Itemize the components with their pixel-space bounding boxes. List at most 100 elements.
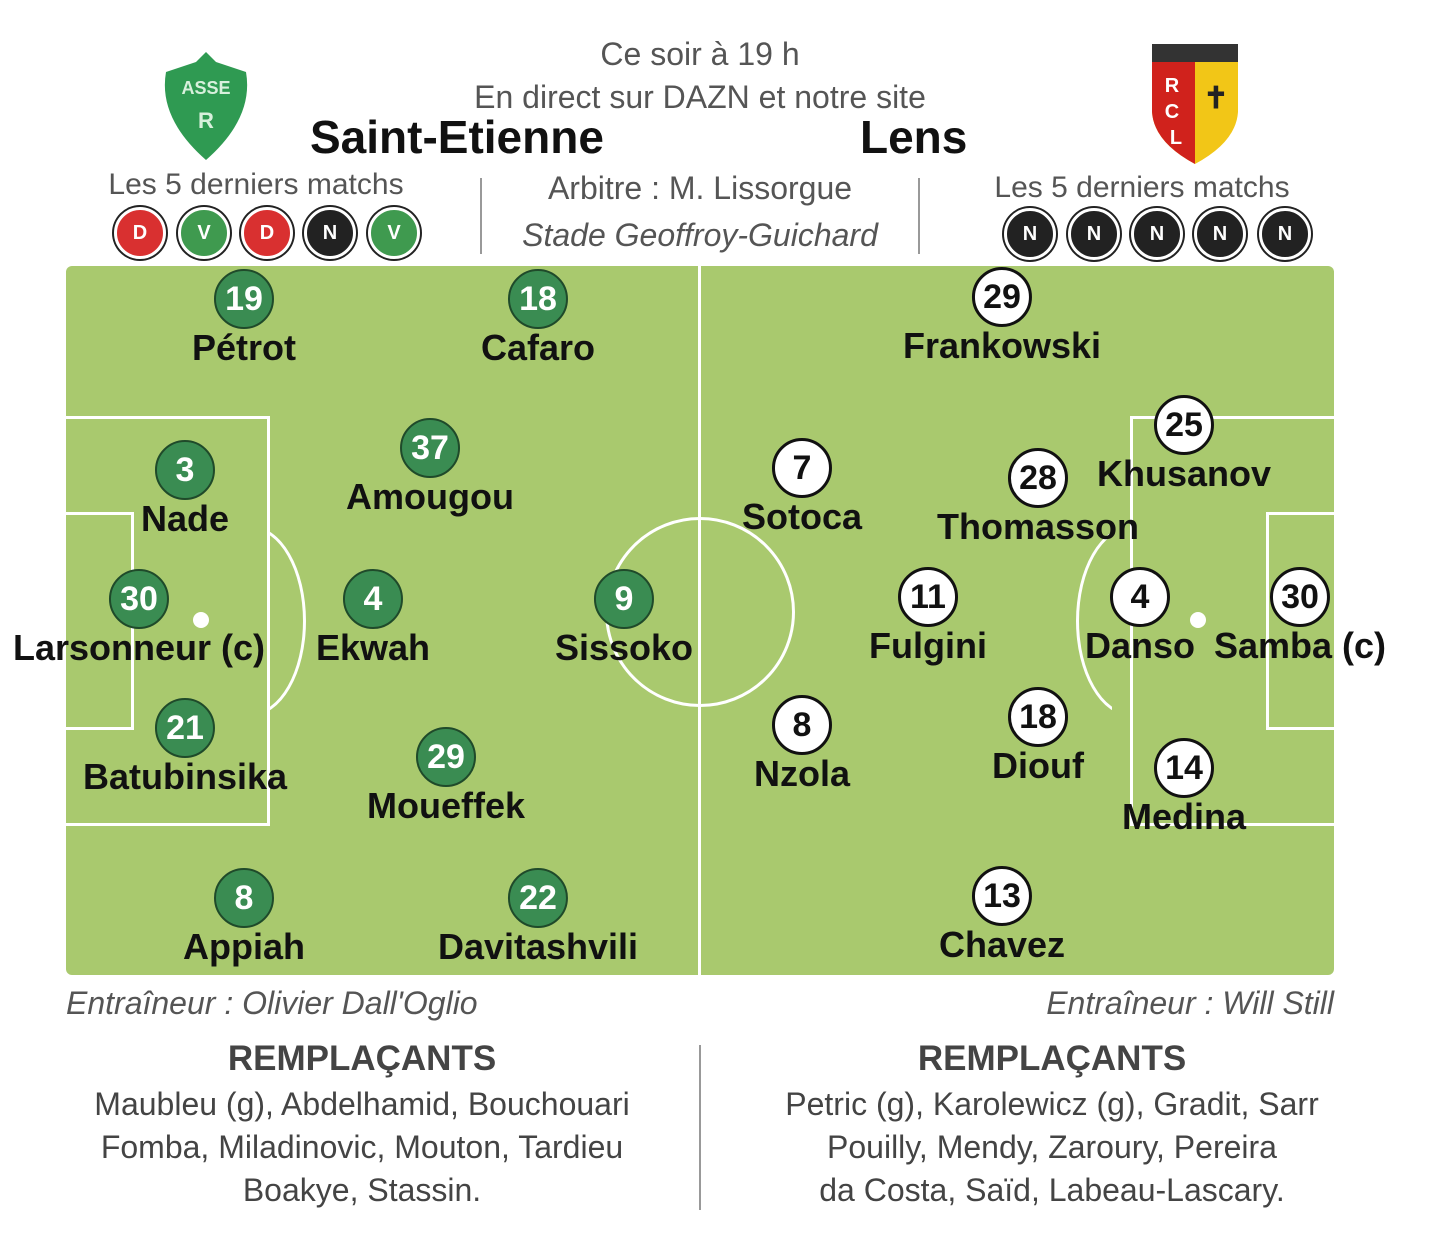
player-number: 29 [415,727,476,787]
player-away: 25 Khusanov [1097,395,1271,495]
player-away: 7 Sotoca [742,438,862,538]
away-subs-title: REMPLAÇANTS [917,1039,1187,1078]
home-form-label: Les 5 derniers matchs [108,168,404,201]
player-name: Davitashvili [437,926,639,967]
subs-line: Fomba, Miladinovic, Mouton, Tardieu [100,1129,624,1165]
saint-etienne-logo: ASSE R [164,52,248,160]
player-number: 21 [154,698,215,758]
player-number: 13 [972,866,1032,926]
player-name: Samba (c) [1213,625,1387,666]
subs-line: Boakye, Stassin. [242,1172,482,1208]
broadcast-info: En direct sur DAZN et notre site [474,79,926,115]
player-name: Nzola [753,753,851,794]
form-badge-draw: N [1004,208,1056,260]
player-number: 3 [155,440,215,500]
player-number: 25 [1154,395,1214,455]
player-away: 18 Diouf [992,687,1084,787]
divider [480,178,482,254]
form-badge-draw: N [1259,208,1311,260]
form-badge-draw: N [1194,208,1246,260]
player-number: 8 [214,868,274,928]
player-home: 3 Nade [141,440,229,540]
stadium: Stade Geoffroy-Guichard [522,217,878,253]
player-home: 21 Batubinsika [83,698,287,798]
svg-text:R: R [198,108,214,133]
player-away: 11 Fulgini [869,567,987,667]
player-name: Fulgini [869,625,987,666]
subs-line: Maubleu (g), Abdelhamid, Bouchouari [94,1086,630,1122]
player-number: 7 [772,438,832,498]
player-home: 19 Pétrot [192,269,296,369]
form-badge-loss: D [114,207,166,259]
player-name: Pétrot [191,327,297,368]
player-away: 13 Chavez [939,866,1065,966]
subs-line: Petric (g), Karolewicz (g), Gradit, Sarr [785,1086,1319,1122]
home-coach: Entraîneur : Olivier Dall'Oglio [66,985,478,1021]
player-number: 30 [108,569,169,629]
player-name: Amougou [346,476,514,517]
player-home: 9 Sissoko [555,569,693,669]
form-badge-draw: N [1131,208,1183,260]
player-number: 22 [508,868,568,928]
player-number: 9 [594,569,654,629]
player-number: 37 [400,418,460,478]
subs-line: Pouilly, Mendy, Zaroury, Pereira [827,1129,1277,1165]
player-name: Ekwah [315,627,431,668]
player-number: 8 [771,695,832,755]
form-badge-draw: N [304,207,356,259]
player-number: 28 [1008,448,1068,508]
player-name: Medina [1121,796,1247,837]
player-away: 14 Medina [1122,738,1246,838]
player-home: 37 Amougou [346,418,514,518]
player-name: Chavez [938,924,1066,965]
svg-text:✝: ✝ [1203,82,1228,115]
right-goal-box [1266,512,1334,730]
lens-logo: R C L ✝ [1152,44,1238,164]
player-home: 4 Ekwah [316,569,430,669]
player-number: 30 [1270,567,1330,627]
svg-text:L: L [1170,127,1182,149]
away-team-name: Lens [860,111,968,163]
player-name: Sissoko [554,627,694,668]
player-name: Thomasson [936,506,1140,547]
home-team-name: Saint-Etienne [310,111,604,163]
player-number: 4 [342,569,403,629]
player-number: 18 [1008,687,1068,747]
player-name: Cafaro [480,327,596,368]
player-number: 18 [508,269,568,329]
player-name: Frankowski [902,325,1102,366]
referee: Arbitre : M. Lissorgue [547,170,853,206]
svg-text:ASSE: ASSE [181,78,230,98]
form-badge-loss: D [241,207,293,259]
player-name: Khusanov [1096,453,1272,494]
away-subs-list: Petric (g), Karolewicz (g), Gradit, Sarr… [785,1083,1318,1212]
player-name: Danso [1084,625,1196,666]
player-number: 11 [898,567,958,627]
player-name: Nade [140,498,230,539]
player-home: 29 Moueffek [367,727,525,827]
divider [918,178,920,254]
player-away: 29 Frankowski [903,267,1101,367]
svg-text:C: C [1165,101,1179,123]
away-coach: Entraîneur : Will Still [1046,985,1334,1021]
left-penalty-spot [193,612,209,628]
player-name: Moueffek [366,785,526,826]
left-penalty-box [66,416,270,826]
player-home: 30 Larsonneur (c) [13,569,265,669]
player-number: 19 [213,269,274,329]
player-name: Larsonneur (c) [12,627,266,668]
player-number: 4 [1110,567,1170,627]
player-name: Diouf [992,745,1084,786]
home-subs-title: REMPLAÇANTS [227,1039,497,1078]
player-away: 28 Thomasson [937,448,1139,548]
form-badge-win: V [368,207,420,259]
divider [699,1045,701,1210]
subs-line: da Costa, Saïd, Labeau-Lascary. [819,1172,1285,1208]
svg-text:R: R [1165,75,1180,97]
player-name: Appiah [183,926,305,967]
form-badge-win: V [178,207,230,259]
away-form-label: Les 5 derniers matchs [994,171,1290,204]
player-home: 22 Davitashvili [438,868,638,968]
match-time: Ce soir à 19 h [600,36,800,72]
player-number: 14 [1153,738,1214,798]
